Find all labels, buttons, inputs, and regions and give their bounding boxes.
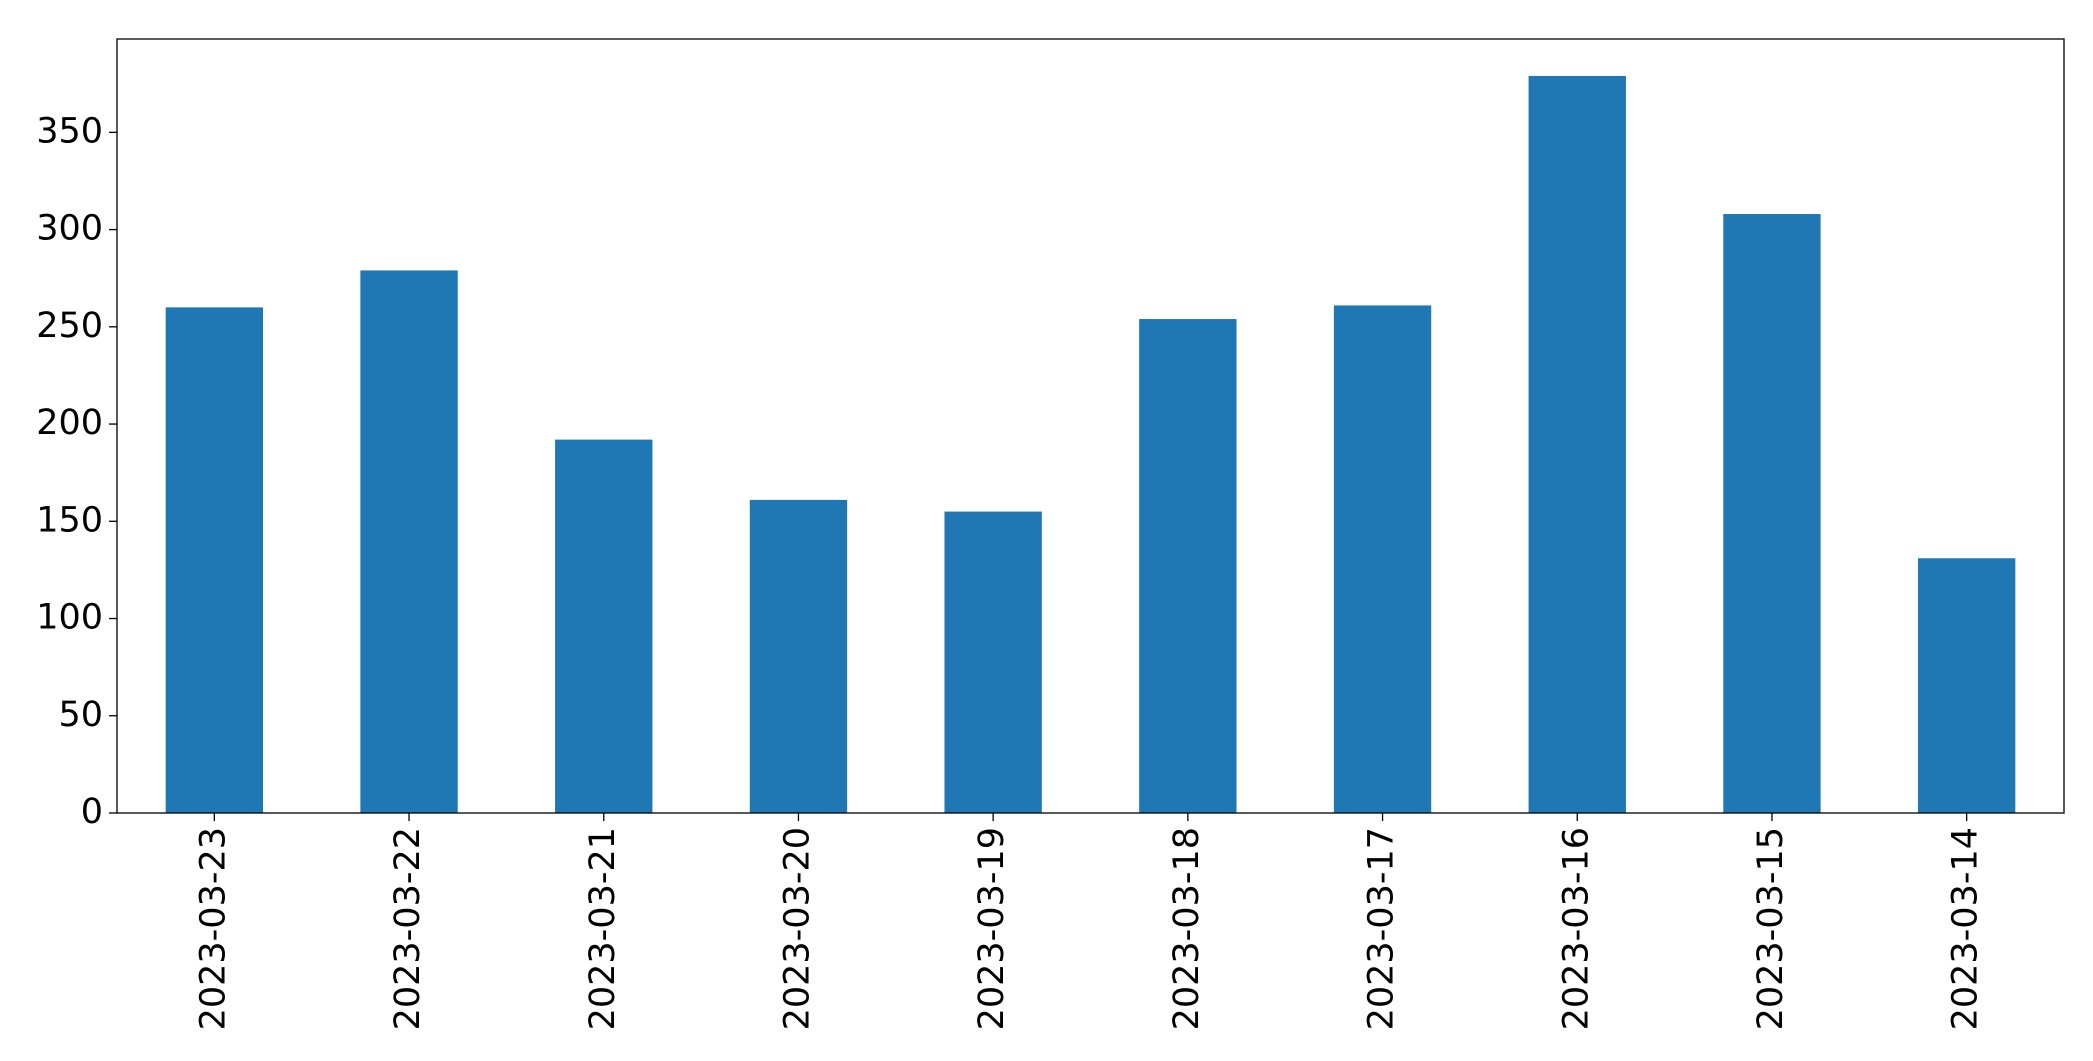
bar: [1528, 75, 1626, 813]
x-tick-label: 2023-03-14: [1946, 827, 1986, 1030]
x-tick-label: 2023-03-16: [1556, 827, 1596, 1030]
plot-frame: [116, 38, 2065, 814]
bar: [1139, 319, 1237, 813]
x-tick-label: 2023-03-19: [972, 827, 1012, 1030]
bar: [165, 307, 264, 813]
y-tick-label: 200: [36, 403, 103, 443]
x-tick-label: 2023-03-23: [193, 827, 233, 1030]
x-tick-label: 2023-03-17: [1362, 827, 1402, 1030]
y-tick-label: 100: [36, 598, 103, 638]
y-tick-label: 150: [36, 500, 103, 540]
y-tick-label: 0: [81, 792, 103, 832]
bar: [749, 499, 848, 813]
bar: [944, 511, 1042, 813]
y-tick-label: 350: [36, 111, 103, 151]
x-tick-label: 2023-03-15: [1751, 827, 1791, 1030]
bar: [555, 439, 653, 813]
bar: [360, 270, 458, 813]
y-tick-label: 50: [58, 695, 103, 735]
x-tick-label: 2023-03-20: [777, 827, 817, 1030]
x-tick-label: 2023-03-18: [1167, 827, 1207, 1030]
bar: [1917, 558, 2016, 813]
x-tick-label: 2023-03-22: [388, 827, 428, 1030]
y-tick-label: 250: [36, 306, 103, 346]
bar: [1333, 305, 1432, 813]
y-tick-label: 300: [36, 209, 103, 249]
bar: [1723, 214, 1821, 813]
x-tick-label: 2023-03-21: [583, 827, 623, 1030]
